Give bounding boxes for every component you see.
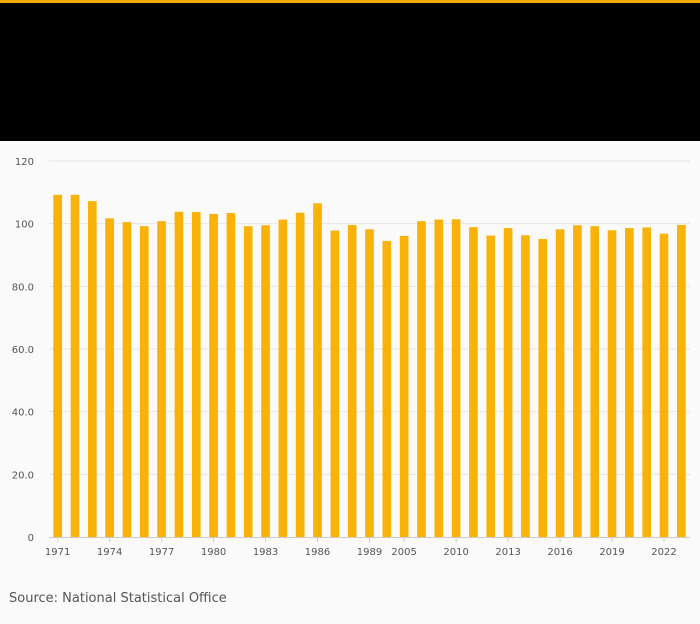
bar [313, 203, 322, 538]
y-tick-label: 20.0 [12, 470, 34, 481]
x-tick-label: 2022 [651, 547, 676, 558]
bar [157, 221, 166, 537]
y-tick-label: 40.0 [12, 408, 34, 419]
x-tick-label: 1983 [253, 547, 278, 558]
chart-area: 0 20.0 40.0 60.0 80.0 100 120 1971 1974 1977 1980… [0, 141, 700, 581]
bar [278, 219, 288, 537]
x-tick-label: 2010 [443, 547, 468, 558]
x-tick-label: 1986 [305, 547, 330, 558]
bar [399, 235, 409, 537]
bar [365, 229, 374, 537]
x-tick-label: 1971 [45, 547, 70, 558]
bar [347, 224, 357, 538]
bar [590, 226, 600, 537]
bar [191, 212, 201, 537]
bar [139, 226, 149, 537]
bar [677, 224, 686, 538]
y-tick-label: 120 [15, 157, 34, 168]
bar [642, 227, 652, 537]
bar [659, 233, 669, 537]
bar [625, 228, 634, 537]
x-tick-label: 2016 [547, 547, 572, 558]
bar [105, 218, 114, 537]
bar-chart: 0 20.0 40.0 60.0 80.0 100 120 1971 1974 1977 1980… [12, 157, 690, 558]
x-axis [49, 537, 690, 542]
bar [521, 235, 530, 537]
bar [87, 201, 97, 537]
y-tick-label: 0 [28, 533, 34, 544]
bar [382, 240, 392, 537]
y-tick-label: 60.0 [12, 345, 34, 356]
bar [555, 229, 565, 537]
bar [503, 228, 513, 537]
x-tick-label: 2013 [495, 547, 520, 558]
bar [469, 227, 478, 537]
y-tick-label: 80.0 [12, 282, 34, 293]
bar [295, 212, 305, 537]
x-tick-label: 1980 [201, 547, 226, 558]
source-note: Source: National Statistical Office [9, 591, 227, 606]
bar [451, 219, 461, 537]
bar [573, 225, 582, 537]
bar [226, 213, 236, 537]
bar [53, 194, 62, 537]
x-tick-label: 1977 [149, 547, 174, 558]
header-band [0, 0, 700, 141]
bar [261, 225, 270, 537]
bars [53, 194, 686, 538]
bar [330, 230, 340, 537]
bar [209, 213, 218, 537]
x-tick-label: 2005 [391, 547, 416, 558]
bar [486, 235, 496, 537]
x-axis-labels: 1971 1974 1977 1980 1983 1986 1989 2005 2010 2013… [45, 547, 677, 558]
bar [243, 226, 253, 537]
bar [174, 211, 184, 537]
bar [538, 239, 548, 537]
bar [122, 222, 132, 537]
y-tick-label: 100 [15, 220, 34, 231]
bar [607, 230, 617, 537]
x-tick-label: 1989 [357, 547, 382, 558]
x-tick-label: 2019 [599, 547, 624, 558]
bar [417, 221, 426, 537]
bar [434, 219, 444, 537]
bar [70, 194, 80, 537]
y-axis-labels: 0 20.0 40.0 60.0 80.0 100 120 [12, 157, 34, 544]
x-tick-label: 1974 [97, 547, 122, 558]
